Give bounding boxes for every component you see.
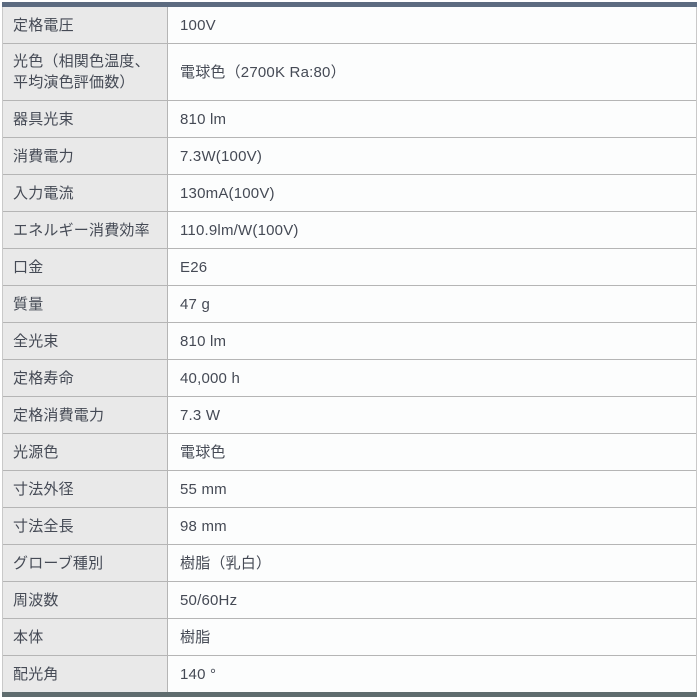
table-row: 定格寿命 40,000 h	[3, 360, 696, 397]
table-row: 口金 E26	[3, 249, 696, 286]
table-row: 寸法全長 98 mm	[3, 508, 696, 545]
spec-label: 本体	[3, 619, 168, 655]
spec-table-body: 定格電圧 100V 光色（相関色温度、平均演色評価数） 電球色（2700K Ra:80…	[2, 7, 697, 692]
spec-label: 消費電力	[3, 138, 168, 174]
spec-label: 入力電流	[3, 175, 168, 211]
spec-label: 質量	[3, 286, 168, 322]
spec-value: 810 lm	[168, 323, 696, 359]
spec-label: 定格寿命	[3, 360, 168, 396]
spec-label: 口金	[3, 249, 168, 285]
table-row: 消費電力 7.3W(100V)	[3, 138, 696, 175]
spec-label: 定格消費電力	[3, 397, 168, 433]
spec-label: 光源色	[3, 434, 168, 470]
spec-value: 7.3W(100V)	[168, 138, 696, 174]
spec-label: 配光角	[3, 656, 168, 692]
spec-label: 定格電圧	[3, 7, 168, 43]
spec-value: 110.9lm/W(100V)	[168, 212, 696, 248]
spec-value: 樹脂	[168, 619, 696, 655]
table-top-border	[2, 2, 697, 7]
spec-value: 7.3 W	[168, 397, 696, 433]
spec-value: 140 °	[168, 656, 696, 692]
spec-value: 47 g	[168, 286, 696, 322]
table-row: 配光角 140 °	[3, 656, 696, 692]
table-row: 質量 47 g	[3, 286, 696, 323]
spec-label: 周波数	[3, 582, 168, 618]
table-row: 周波数 50/60Hz	[3, 582, 696, 619]
spec-value: 40,000 h	[168, 360, 696, 396]
table-row: 本体 樹脂	[3, 619, 696, 656]
spec-value: 130mA(100V)	[168, 175, 696, 211]
spec-value: 50/60Hz	[168, 582, 696, 618]
spec-value: 電球色（2700K Ra:80）	[168, 44, 696, 100]
table-row: 入力電流 130mA(100V)	[3, 175, 696, 212]
table-row: 定格消費電力 7.3 W	[3, 397, 696, 434]
table-row: 全光束 810 lm	[3, 323, 696, 360]
table-row: 器具光束 810 lm	[3, 101, 696, 138]
spec-label: エネルギー消費効率	[3, 212, 168, 248]
spec-value: 100V	[168, 7, 696, 43]
table-row: 定格電圧 100V	[3, 7, 696, 44]
spec-label: 全光束	[3, 323, 168, 359]
spec-label: グローブ種別	[3, 545, 168, 581]
spec-value: 810 lm	[168, 101, 696, 137]
spec-label: 寸法全長	[3, 508, 168, 544]
spec-value: 電球色	[168, 434, 696, 470]
table-row: 寸法外径 55 mm	[3, 471, 696, 508]
table-row: エネルギー消費効率 110.9lm/W(100V)	[3, 212, 696, 249]
table-row: 光色（相関色温度、平均演色評価数） 電球色（2700K Ra:80）	[3, 44, 696, 101]
table-row: 光源色 電球色	[3, 434, 696, 471]
spec-label: 器具光束	[3, 101, 168, 137]
spec-value: 樹脂（乳白）	[168, 545, 696, 581]
table-bottom-border	[2, 692, 697, 697]
spec-label: 光色（相関色温度、平均演色評価数）	[3, 44, 168, 100]
spec-label: 寸法外径	[3, 471, 168, 507]
spec-value: 55 mm	[168, 471, 696, 507]
spec-value: E26	[168, 249, 696, 285]
spec-value: 98 mm	[168, 508, 696, 544]
table-row: グローブ種別 樹脂（乳白）	[3, 545, 696, 582]
